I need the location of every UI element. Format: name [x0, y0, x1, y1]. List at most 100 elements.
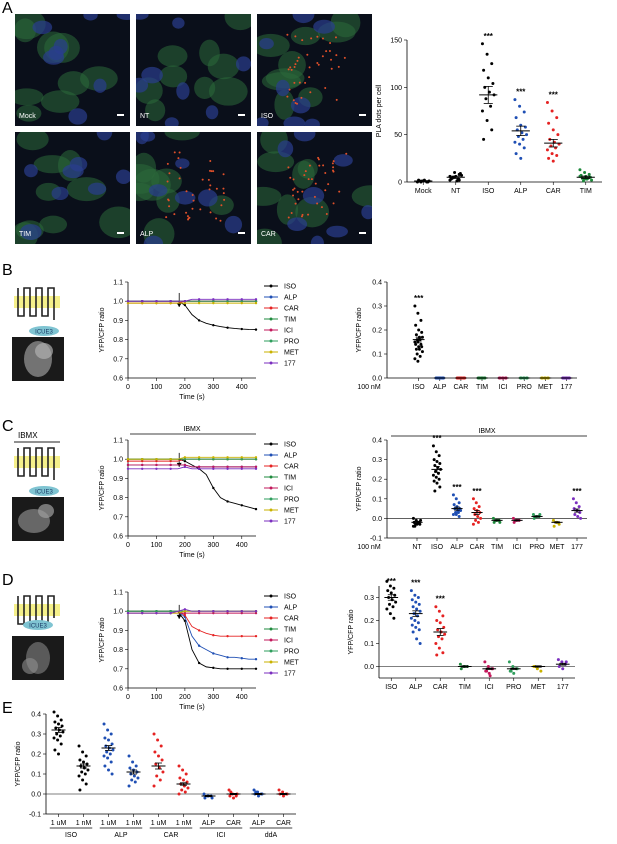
data-point — [414, 600, 418, 604]
legend-marker — [269, 616, 273, 620]
legend-label: ICI — [284, 486, 293, 493]
data-point — [454, 497, 458, 501]
data-point — [388, 602, 391, 606]
sensor-label: ICUE3 — [29, 624, 47, 630]
legend-marker — [269, 519, 273, 523]
y-tick-label: 0.0 — [372, 376, 382, 383]
y-tick-label: 0.8 — [113, 495, 123, 502]
chart-a-dots: 0 50 100 150 Mock NT ISO ALP CAR TIM PLA dots per … — [376, 32, 602, 195]
y-tick-label: 0.2 — [372, 328, 382, 335]
y-axis-label: YFP/CFP ratio — [348, 609, 355, 654]
data-point-177 — [226, 298, 229, 301]
data-point — [590, 178, 594, 182]
data-point — [84, 754, 88, 758]
data-point-ISO — [183, 303, 187, 307]
data-point-CAR — [240, 634, 243, 638]
data-point-ISO — [240, 327, 243, 331]
data-point — [413, 304, 417, 308]
data-point — [552, 524, 556, 528]
x-tick-label: ALP — [450, 544, 464, 551]
data-point-ICI — [212, 611, 215, 615]
data-point — [436, 628, 440, 632]
significance-stars: *** — [484, 32, 494, 41]
y-tick-label: 0.4 — [372, 280, 382, 287]
x-tick-label: 200 — [179, 384, 191, 391]
data-point-177 — [254, 610, 258, 613]
data-point — [482, 68, 486, 72]
sensor-label: ICUE3 — [35, 490, 53, 496]
series-line-CAR — [128, 610, 256, 637]
data-point — [551, 128, 555, 132]
data-point — [254, 790, 258, 794]
x-tick-label: 100 — [151, 542, 163, 549]
significance-stars: *** — [411, 579, 421, 588]
data-point — [435, 460, 439, 464]
data-point — [441, 614, 445, 618]
data-point — [432, 458, 436, 462]
data-point — [518, 142, 522, 146]
significance-stars: *** — [387, 577, 397, 586]
legend-label: PRO — [284, 339, 300, 346]
data-point — [81, 750, 85, 754]
panel-letter-a: A — [2, 0, 13, 17]
data-point-MET — [183, 610, 187, 613]
series-line-177 — [128, 466, 256, 470]
data-point — [160, 758, 164, 762]
y-tick-label: 50 — [394, 132, 402, 139]
data-point — [156, 738, 160, 742]
micrograph-label: Mock — [19, 113, 36, 120]
legend-label: PRO — [284, 649, 300, 656]
significance-stars: *** — [436, 595, 446, 604]
data-point — [452, 503, 456, 507]
legend-label: MET — [284, 660, 300, 667]
legend-marker — [269, 350, 273, 354]
x-tick-label: PRO — [506, 684, 522, 691]
data-point — [491, 516, 495, 520]
data-point — [434, 642, 438, 645]
x-tick-label: PRO — [529, 544, 545, 551]
panel-letter-b: B — [2, 262, 13, 279]
data-point — [229, 790, 233, 794]
data-point — [547, 121, 551, 125]
data-point — [514, 152, 518, 156]
data-point-ICI — [183, 463, 187, 467]
x-tick-label: 100 — [151, 384, 163, 391]
x-tick-label: 1 nM — [76, 820, 92, 827]
legend-label: MET — [284, 350, 300, 357]
y-tick-label: 0.3 — [31, 732, 41, 739]
data-point — [576, 514, 580, 518]
data-point — [391, 605, 395, 609]
x-tick-label: ALP — [252, 820, 266, 827]
x-axis-label: Time (s) — [179, 394, 204, 401]
data-point — [409, 616, 413, 620]
data-point — [458, 662, 462, 666]
data-point — [133, 780, 137, 784]
data-point — [441, 651, 445, 655]
x-tick-label: 1 uM — [101, 820, 117, 827]
data-point — [419, 518, 423, 522]
data-point — [152, 784, 156, 788]
data-point — [389, 591, 393, 595]
data-point — [456, 511, 460, 515]
x-tick-label: CAR — [546, 188, 561, 195]
x-tick-label: TIM — [476, 384, 488, 391]
data-point — [127, 754, 131, 758]
data-point — [413, 619, 417, 622]
data-point-MET — [155, 458, 158, 461]
data-point — [433, 489, 437, 493]
data-point-177 — [254, 298, 258, 301]
data-point — [277, 788, 281, 792]
y-tick-label: 0.6 — [113, 686, 123, 693]
data-point — [414, 333, 418, 337]
chart-c-line: 0.6 0.7 0.8 0.9 1.0 1.1 0 100 200 300 400 Time (s) Y… — [99, 426, 300, 559]
data-point — [420, 335, 424, 339]
stimulus-arrowhead — [176, 614, 182, 619]
data-point-ISO — [197, 661, 201, 665]
data-point — [472, 507, 476, 511]
data-point — [104, 744, 108, 748]
x-tick-label: 300 — [207, 542, 219, 549]
chart-c-dots: -0.1 0.0 0.1 0.2 0.3 0.4 100 nM NT ISO ALP CAR TIM I… — [356, 428, 587, 551]
cell-image — [12, 497, 64, 541]
data-point — [513, 98, 517, 102]
data-point — [388, 612, 392, 616]
